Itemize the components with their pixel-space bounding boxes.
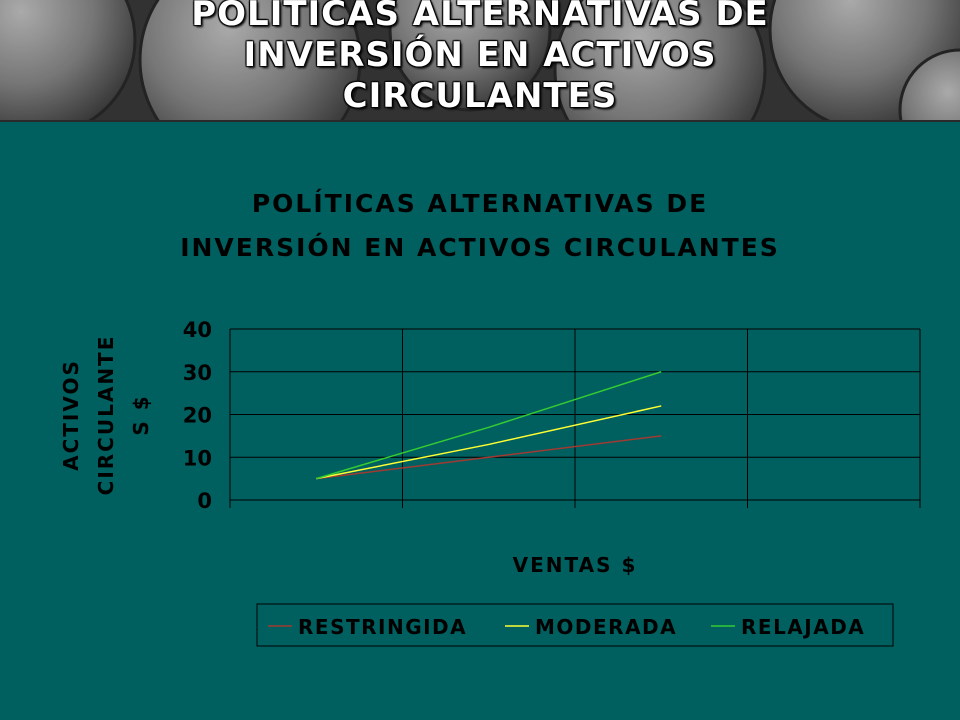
y-tick-label: 30 [183, 361, 212, 385]
gridlines [229, 328, 921, 508]
y-tick-label: 20 [183, 404, 212, 428]
series-line-restringida [316, 435, 662, 480]
y-tick-label: 40 [183, 318, 212, 342]
slide-title: POLÍTICAS ALTERNATIVAS DE INVERSIÓN EN A… [0, 0, 960, 117]
y-axis-title-line: S $ [129, 394, 153, 435]
y-axis-title: ACTIVOS CIRCULANTE S $ [59, 335, 153, 496]
legend: RESTRINGIDA MODERADA RELAJADA [268, 615, 865, 639]
series-line-relajada [316, 371, 662, 480]
chart-title-line-2: INVERSIÓN EN ACTIVOS CIRCULANTES [180, 232, 780, 262]
x-axis-title: VENTAS $ [513, 553, 638, 577]
y-tick-label: 10 [183, 446, 212, 470]
legend-label: MODERADA [535, 615, 677, 639]
slide-title-line: POLÍTICAS ALTERNATIVAS DE [191, 0, 769, 34]
legend-label: RESTRINGIDA [298, 615, 467, 639]
slide-title-line: CIRCULANTES [342, 76, 618, 116]
chart-title-line-1: POLÍTICAS ALTERNATIVAS DE [252, 189, 708, 218]
slide-header: POLÍTICAS ALTERNATIVAS DE INVERSIÓN EN A… [0, 0, 960, 122]
y-axis-title-line: CIRCULANTE [94, 335, 118, 496]
y-tick-labels: 0 10 20 30 40 [183, 318, 212, 513]
y-tick-label: 0 [197, 489, 212, 513]
legend-label: RELAJADA [741, 615, 865, 639]
y-axis-title-line: ACTIVOS [59, 359, 83, 471]
legend-box [256, 603, 894, 647]
series-lines [316, 371, 662, 480]
slide-title-line: INVERSIÓN EN ACTIVOS [243, 35, 717, 75]
series-line-moderada [316, 405, 662, 480]
coins-background-image [0, 0, 960, 120]
